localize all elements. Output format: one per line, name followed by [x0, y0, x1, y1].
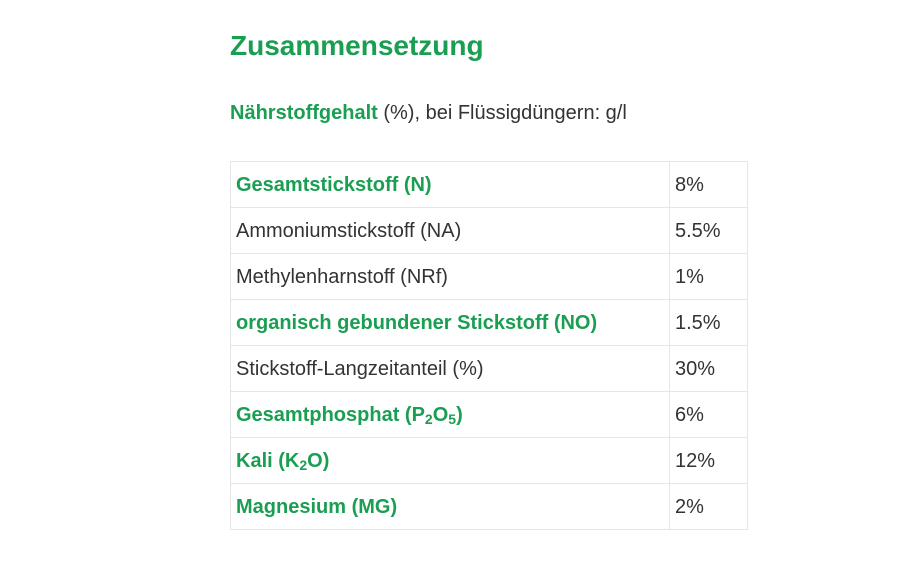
table-row: Ammoniumstickstoff (NA) 5.5% [230, 207, 748, 254]
nutrient-name: Kali (K2O) [230, 437, 670, 484]
subscript: 2 [299, 456, 308, 473]
nutrient-name: Ammoniumstickstoff (NA) [230, 207, 670, 254]
nutrient-name: Stickstoff-Langzeitanteil (%) [230, 345, 670, 392]
nutrient-name: Gesamtstickstoff (N) [230, 161, 670, 208]
nutrient-value: 2% [669, 483, 748, 530]
caption-strong: Nährstoffgehalt [230, 102, 378, 124]
caption-rest: (%), bei Flüssigdüngern: g/l [377, 102, 627, 124]
label-part: O) [307, 449, 330, 472]
table-row: Kali (K2O) 12% [230, 437, 748, 484]
label-part: ) [456, 403, 463, 426]
subscript: 2 [424, 410, 433, 427]
nutrient-name: Magnesium (MG) [230, 483, 670, 530]
nutrient-name: organisch gebundener Stickstoff (NO) [230, 299, 670, 346]
table-row: Gesamtphosphat (P2O5) 6% [230, 391, 748, 438]
subscript: 5 [448, 410, 457, 427]
nutrient-value: 1.5% [669, 299, 748, 346]
nutrient-value: 1% [669, 253, 748, 300]
label-part: Kali (K [236, 449, 300, 472]
nutrient-name: Gesamtphosphat (P2O5) [230, 391, 670, 438]
table-row: organisch gebundener Stickstoff (NO) 1.5… [230, 299, 748, 346]
nutrient-value: 8% [669, 161, 748, 208]
section-title: Zusammensetzung [230, 30, 484, 61]
nutrient-value: 30% [669, 345, 748, 392]
nutrient-content-caption: Nährstoffgehalt (%), bei Flüssigdüngern:… [230, 97, 627, 129]
table-row: Gesamtstickstoff (N) 8% [230, 161, 748, 208]
nutrient-name: Methylenharnstoff (NRf) [230, 253, 670, 300]
nutrient-value: 12% [669, 437, 748, 484]
table-row: Magnesium (MG) 2% [230, 483, 748, 530]
table-row: Methylenharnstoff (NRf) 1% [230, 253, 748, 300]
label-part: O [432, 403, 449, 426]
label-part: Gesamtphosphat (P [236, 403, 425, 426]
nutrient-table: Gesamtstickstoff (N) 8% Ammoniumsticksto… [230, 161, 748, 530]
table-row: Stickstoff-Langzeitanteil (%) 30% [230, 345, 748, 392]
nutrient-value: 5.5% [669, 207, 748, 254]
nutrient-value: 6% [669, 391, 748, 438]
